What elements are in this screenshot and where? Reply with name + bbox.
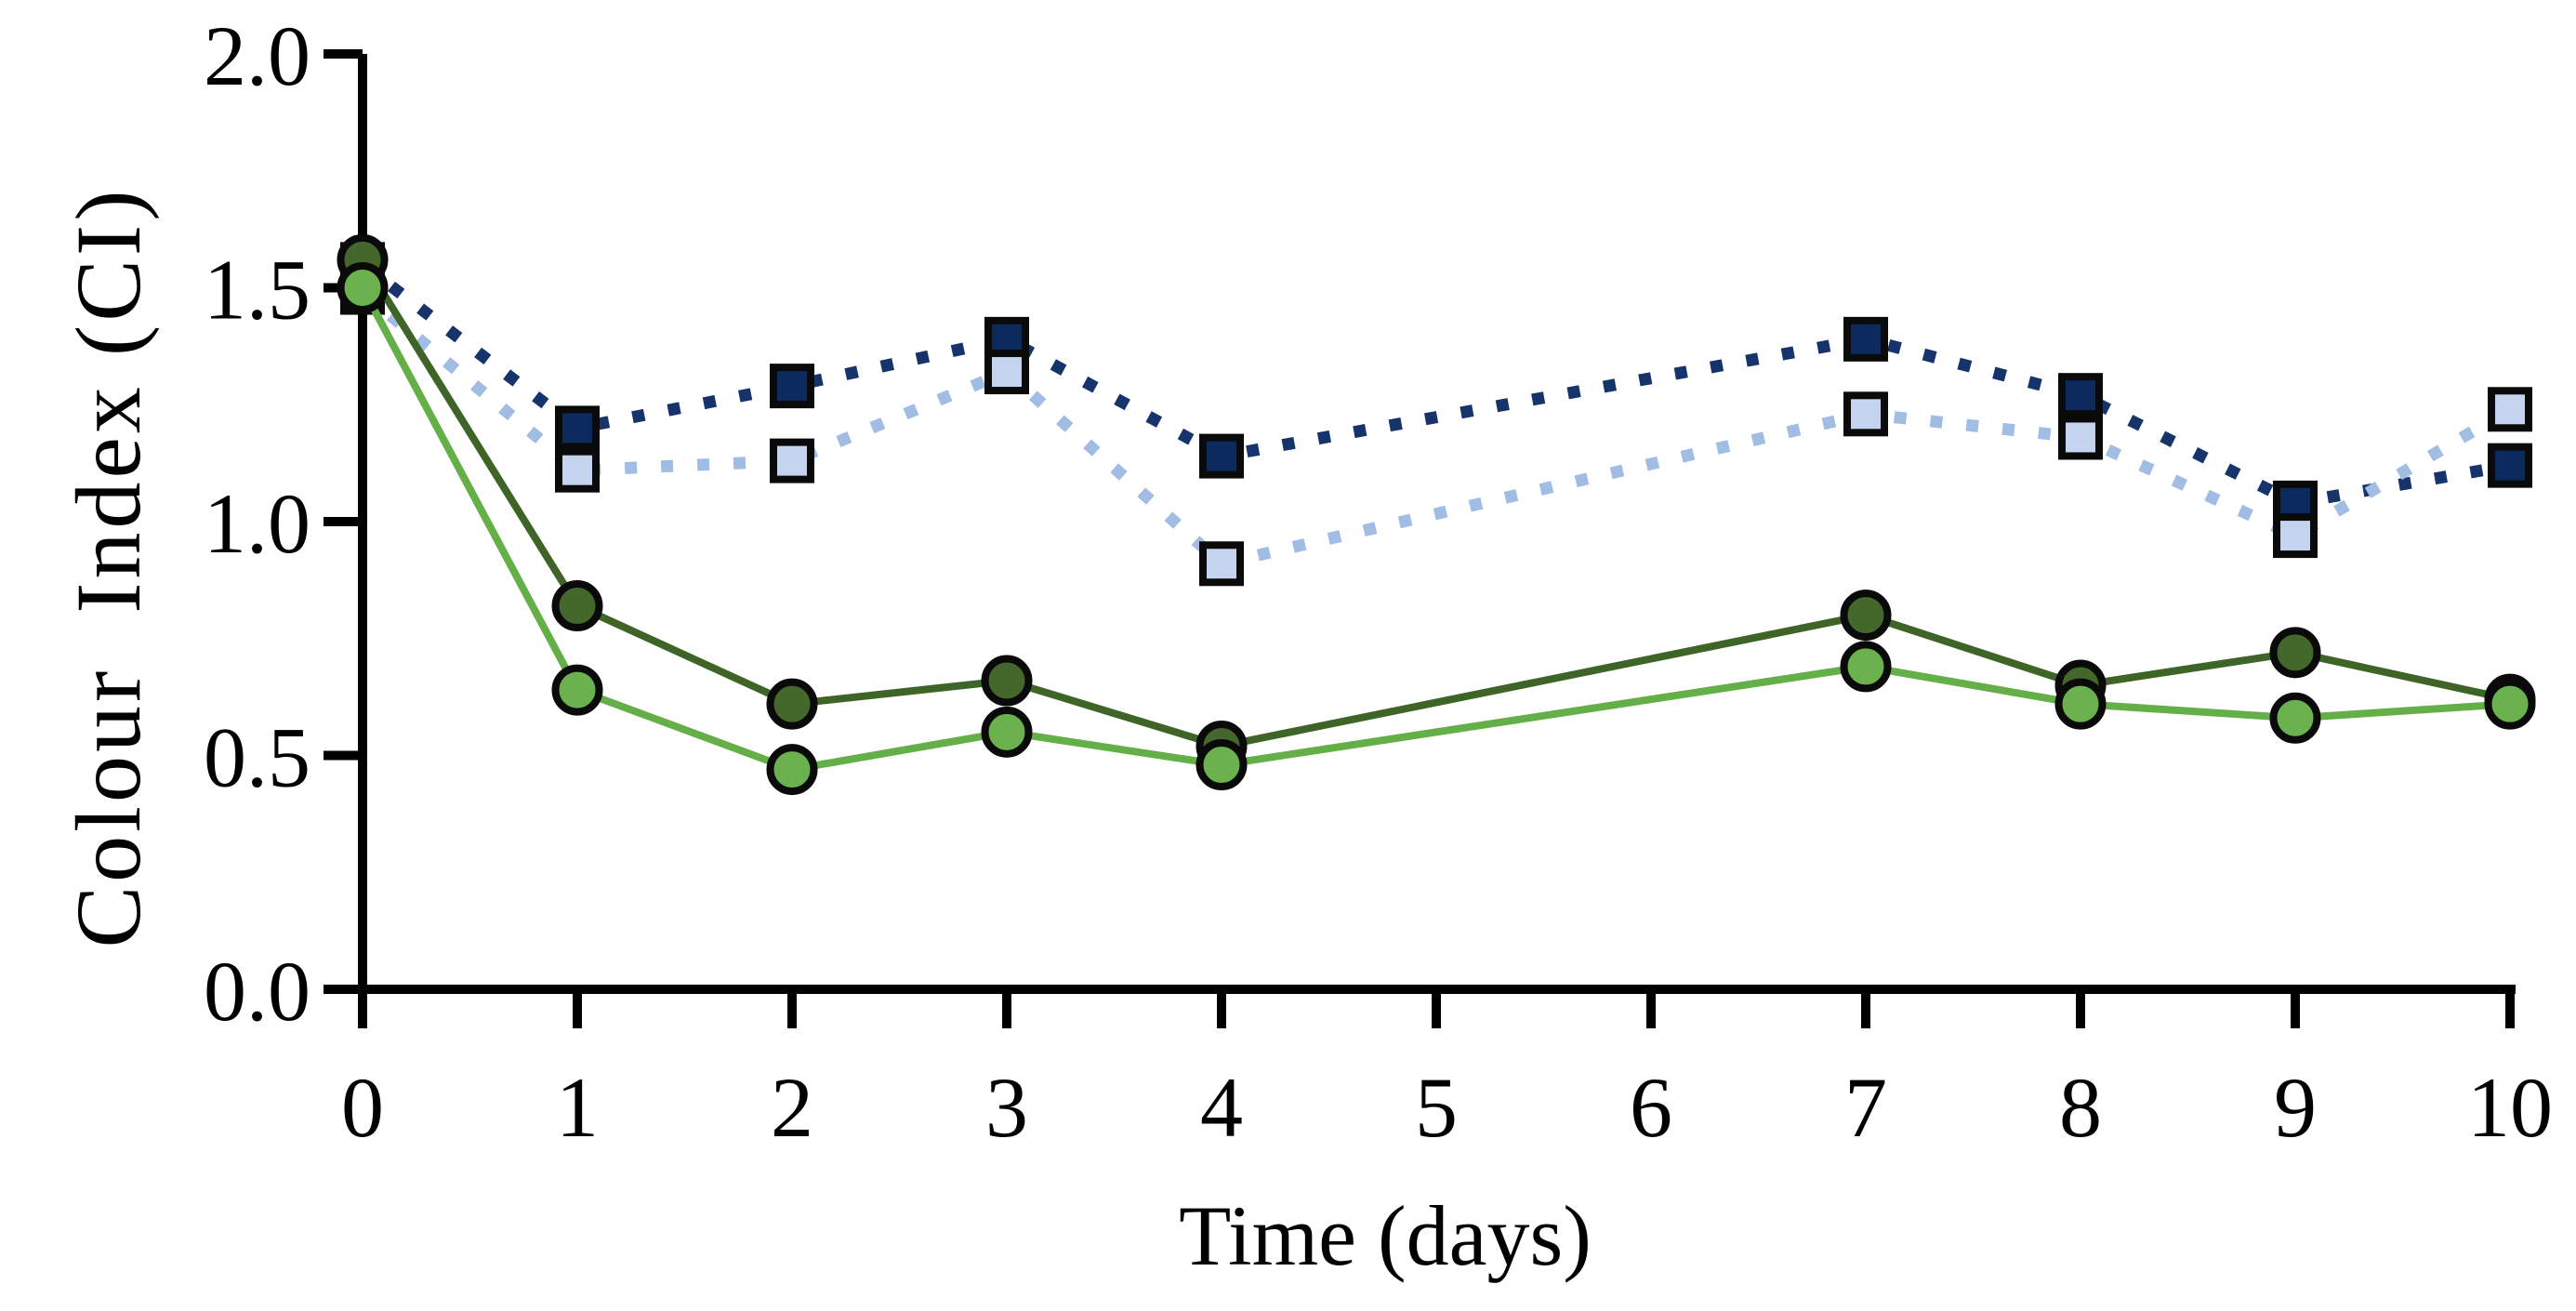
- y-tick-label: 0.5: [204, 710, 310, 805]
- light-green-circles-solid-marker: [2484, 678, 2536, 730]
- x-axis-title: Time (days): [1179, 1188, 1592, 1283]
- light-blue-squares-dotted-marker: [2058, 415, 2103, 460]
- light-blue-squares-dotted-line: [358, 287, 2514, 571]
- light-green-circles-solid-marker: [766, 744, 818, 796]
- series-dark-green-circles-solid: [337, 233, 2536, 772]
- y-axis-title: Colour Index (CI): [57, 186, 160, 947]
- navy-squares-dotted-marker: [2058, 373, 2103, 418]
- y-tick-label: 1.5: [204, 243, 310, 338]
- light-green-circles-solid-marker: [2054, 678, 2107, 730]
- light-blue-squares-dotted-marker: [2488, 387, 2532, 432]
- light-green-circles-solid-marker: [981, 706, 1033, 758]
- light-green-circles-solid-marker: [337, 262, 389, 313]
- navy-squares-dotted-marker: [555, 405, 600, 451]
- y-tick-label: 1.0: [204, 476, 310, 571]
- light-green-circles-solid-marker: [551, 664, 603, 716]
- navy-squares-dotted-marker: [1199, 433, 1244, 479]
- y-tick-label: 2.0: [204, 8, 310, 103]
- series-light-green-circles-solid: [337, 262, 2536, 796]
- dark-green-circles-solid-marker: [551, 580, 603, 632]
- x-tick-label: 1: [556, 1060, 599, 1155]
- x-tick-label: 3: [985, 1060, 1028, 1155]
- x-tick-label: 10: [2467, 1060, 2553, 1155]
- light-green-circles-solid-marker: [1196, 739, 1248, 791]
- navy-squares-dotted-line: [359, 259, 2512, 510]
- x-tick-label: 8: [2059, 1060, 2102, 1155]
- navy-squares-dotted-marker: [1843, 316, 1888, 362]
- axes: 2.0 1.5 1.0 0.5 0.0 0 1 2 3 4 5 6 7 8 9 10: [204, 8, 2553, 1155]
- dark-green-circles-solid-marker: [2269, 627, 2321, 679]
- dark-green-circles-solid-marker: [981, 655, 1033, 707]
- navy-squares-dotted-marker: [770, 364, 814, 409]
- x-tick-label: 5: [1415, 1060, 1458, 1155]
- light-blue-squares-dotted-marker: [555, 447, 600, 493]
- y-tick-label: 0.0: [204, 944, 310, 1039]
- light-green-circles-solid-line: [359, 285, 2511, 774]
- x-tick-label: 6: [1630, 1060, 1672, 1155]
- light-blue-squares-dotted-marker: [2273, 513, 2318, 559]
- light-green-circles-solid-marker: [1840, 641, 1892, 693]
- x-tick-label: 9: [2274, 1060, 2317, 1155]
- x-tick-label: 4: [1200, 1060, 1243, 1155]
- dark-green-circles-solid-marker: [766, 678, 818, 730]
- light-blue-squares-dotted-marker: [984, 350, 1029, 395]
- x-tick-label: 7: [1844, 1060, 1887, 1155]
- dark-green-circles-solid-marker: [1840, 589, 1892, 642]
- light-blue-squares-dotted-marker: [1843, 391, 1888, 437]
- x-tick-label: 2: [771, 1060, 813, 1155]
- navy-squares-dotted-marker: [2488, 443, 2532, 488]
- series-light-blue-squares-dotted: [340, 270, 2532, 587]
- light-blue-squares-dotted-marker: [770, 438, 814, 483]
- data-series: [337, 233, 2536, 796]
- light-green-circles-solid-marker: [2269, 692, 2321, 744]
- x-tick-label: 0: [341, 1060, 384, 1155]
- dark-green-circles-solid-line: [359, 258, 2511, 750]
- series-navy-squares-dotted: [340, 242, 2532, 525]
- light-blue-squares-dotted-marker: [1199, 541, 1244, 587]
